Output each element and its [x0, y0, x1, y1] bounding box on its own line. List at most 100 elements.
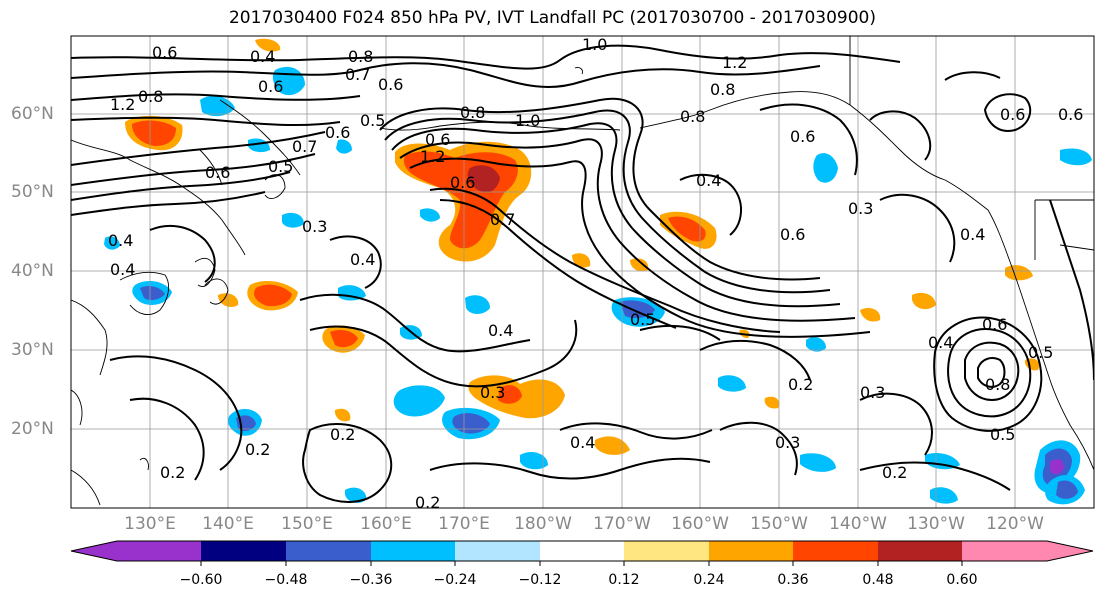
lat-label: 60°N [11, 104, 54, 124]
colorbar-outline [70, 540, 1094, 562]
contour-label: 0.6 [1000, 105, 1025, 124]
contour-label: 0.3 [775, 433, 800, 452]
colorbar-tick-label: 0.48 [862, 572, 894, 588]
contour-label: 0.2 [330, 425, 355, 444]
contour-label: 0.7 [292, 137, 317, 156]
contour-label: 0.6 [450, 173, 475, 192]
contour-label: 0.6 [1058, 105, 1083, 124]
colorbar-tick-label: 0.36 [777, 572, 809, 588]
contour-label: 0.4 [960, 225, 985, 244]
colorbar-tick-label: −0.36 [349, 572, 393, 588]
contour-label: 0.3 [848, 199, 873, 218]
contour-label: 0.7 [345, 65, 370, 84]
contour-label: 0.8 [138, 87, 163, 106]
pv-contours [71, 44, 1094, 503]
colorbar-swatch [624, 541, 709, 561]
colorbar-tick-label: −0.48 [264, 572, 308, 588]
contour-label: 1.0 [515, 111, 540, 130]
colorbar-swatch [117, 541, 201, 561]
contour-label: 0.4 [928, 333, 953, 352]
contour-label: 0.6 [258, 77, 283, 96]
contour-label: 0.4 [108, 231, 133, 250]
contour-label: 0.8 [680, 107, 705, 126]
lon-label: 150°W [750, 514, 808, 534]
colorbar-swatch [540, 541, 624, 561]
contour-label: 0.5 [1028, 343, 1053, 362]
colorbar-tick-label: 0.12 [608, 572, 640, 588]
contour-label: 0.8 [348, 47, 373, 66]
colorbar-swatch [371, 541, 455, 561]
contour-label: 1.0 [582, 35, 607, 54]
contour-label: 0.2 [415, 493, 440, 512]
contour-label: 0.6 [780, 225, 805, 244]
contour-label: 0.2 [245, 440, 270, 459]
colorbar-tick-label: 0.24 [693, 572, 725, 588]
lon-label: 140°E [202, 514, 254, 534]
contour-label: 0.6 [325, 123, 350, 142]
contour-label: 0.6 [790, 127, 815, 146]
contour-label: 0.5 [360, 111, 385, 130]
lon-label: 170°E [438, 514, 490, 534]
contour-label: 0.6 [982, 315, 1007, 334]
colorbar-ticks [200, 561, 963, 566]
contour-label: 1.2 [722, 53, 747, 72]
colorbar-swatch [878, 541, 962, 561]
contour-label: 0.6 [425, 130, 450, 149]
colorbar-swatch [793, 541, 878, 561]
contour-label: 0.5 [990, 425, 1015, 444]
contour-label: 0.8 [710, 80, 735, 99]
contour-label: 0.6 [205, 163, 230, 182]
colorbar-swatch [709, 541, 793, 561]
colorbar-swatches [71, 541, 1093, 561]
contour-label: 0.6 [378, 75, 403, 94]
colorbar-swatch [71, 541, 117, 561]
lon-label: 130°W [907, 514, 965, 534]
contour-label: 0.8 [460, 103, 485, 122]
colorbar-swatch [455, 541, 540, 561]
lon-label: 120°W [986, 514, 1044, 534]
lon-label: 150°E [281, 514, 333, 534]
lon-label: 170°W [593, 514, 651, 534]
map-frame [70, 35, 1095, 509]
contour-label: 0.4 [110, 260, 135, 279]
contour-label: 0.4 [250, 47, 275, 66]
contour-label: 1.2 [420, 147, 445, 166]
contour-label: 0.8 [985, 375, 1010, 394]
lon-label: 160°W [671, 514, 729, 534]
lon-label: 140°W [829, 514, 887, 534]
contour-label: 0.2 [788, 375, 813, 394]
contour-label: 1.2 [110, 95, 135, 114]
colorbar-swatch [201, 541, 286, 561]
lat-label: 40°N [11, 261, 54, 281]
colorbar-tick-label: −0.12 [518, 572, 562, 588]
contour-label: 0.2 [882, 463, 907, 482]
colorbar-tick-label: 0.60 [946, 572, 978, 588]
colorbar-swatch [1047, 541, 1093, 561]
colorbar-swatch [286, 541, 371, 561]
contour-label: 0.4 [488, 321, 513, 340]
lat-label: 20°N [11, 419, 54, 439]
contour-label: 0.3 [860, 383, 885, 402]
coastlines [71, 36, 1094, 506]
contour-label: 0.3 [480, 383, 505, 402]
colorbar-tick-label: −0.60 [179, 572, 223, 588]
contour-label: 0.4 [570, 433, 595, 452]
lat-label: 50°N [11, 182, 54, 202]
contour-label: 0.5 [268, 157, 293, 176]
lon-label: 160°E [360, 514, 412, 534]
contour-labels: 0.6 0.4 0.7 0.8 0.6 1.0 1.2 0.8 1.2 0.8 … [108, 35, 1083, 512]
lon-label: 180°W [514, 514, 572, 534]
lat-label: 30°N [11, 340, 54, 360]
chart-title: 2017030400 F024 850 hPa PV, IVT Landfall… [228, 8, 876, 28]
contour-label: 0.6 [152, 43, 177, 62]
lon-label: 130°E [124, 514, 176, 534]
contour-label: 0.3 [302, 217, 327, 236]
contour-label: 0.4 [350, 250, 375, 269]
contour-label: 0.5 [630, 310, 655, 329]
positive-anomaly [125, 38, 1040, 455]
colorbar-tick-label: −0.24 [433, 572, 477, 588]
colorbar-swatch [962, 541, 1047, 561]
contour-label: 0.7 [490, 210, 515, 229]
